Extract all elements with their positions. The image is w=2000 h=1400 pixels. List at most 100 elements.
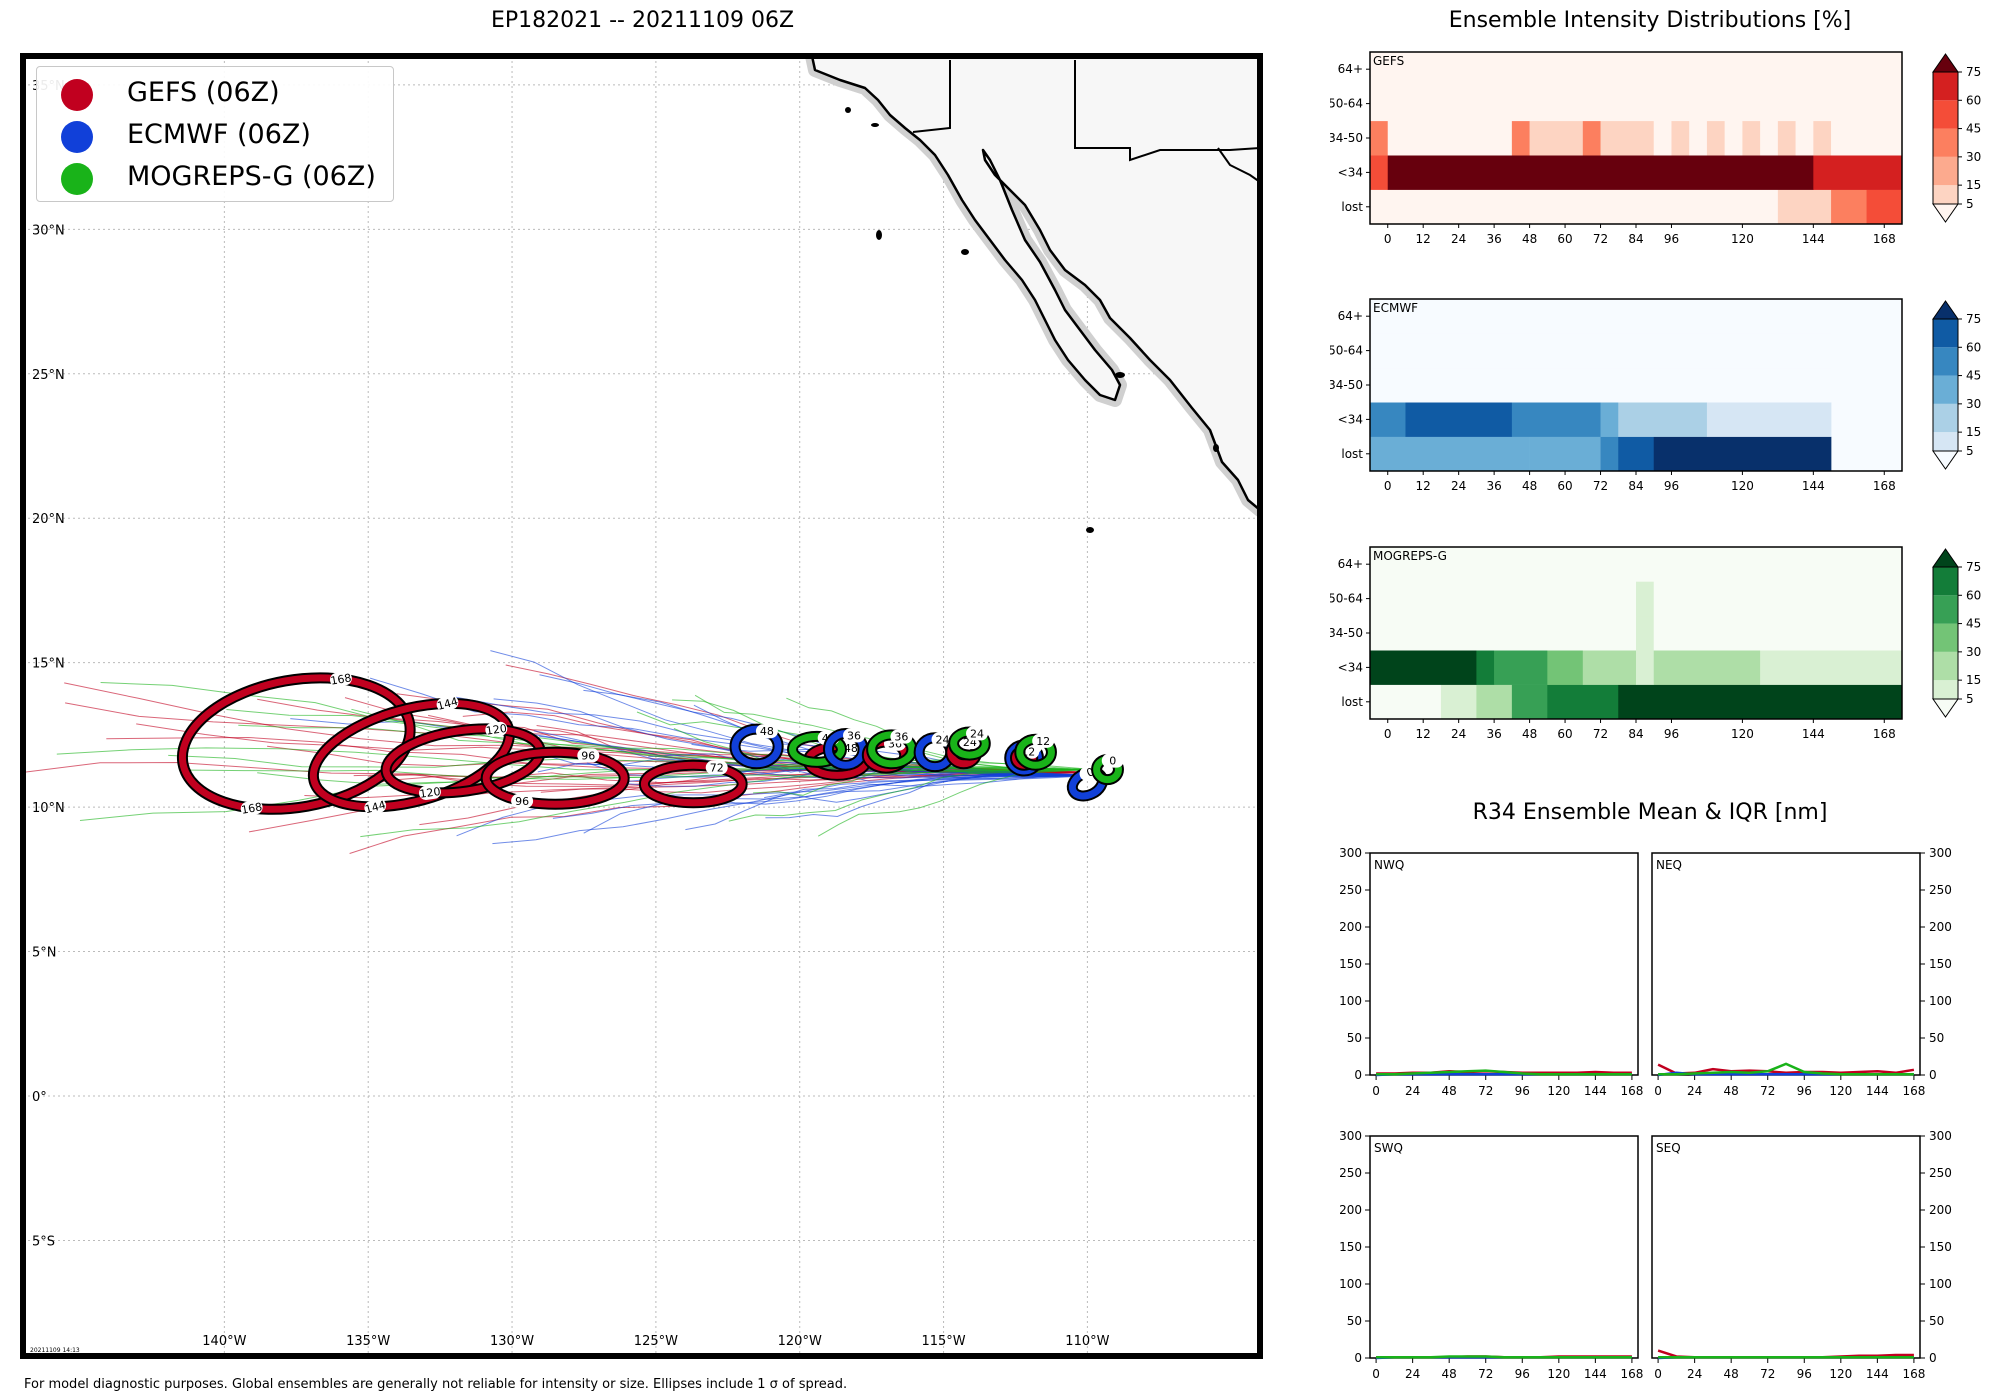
heatmap-title: ECMWF	[1373, 301, 1418, 315]
heatmap-cell	[1370, 299, 1832, 334]
ellipse-label-bg	[436, 695, 459, 712]
x-tick-label: 0	[1372, 1367, 1380, 1381]
heatmap-cell	[1777, 189, 1832, 225]
y-tick-label: 100	[1339, 994, 1362, 1008]
y-tick-label: 300	[1929, 1129, 1952, 1143]
heatmap-cell	[1636, 581, 1655, 617]
x-tick-label: 48	[1724, 1084, 1739, 1098]
x-tick-label: 72	[1478, 1084, 1493, 1098]
x-tick-label: 120	[1547, 1084, 1570, 1098]
y-tick-label: 0	[1929, 1351, 1937, 1365]
ellipse-label-bg	[240, 800, 263, 816]
heatmap-cell	[1547, 650, 1584, 685]
x-tick-label: 144	[1802, 232, 1825, 246]
x-tick-label: 0	[1372, 1084, 1380, 1098]
ellipse-mogreps-g: 36	[866, 729, 918, 770]
track-line	[178, 766, 1102, 780]
x-tick-label: 168	[1620, 1367, 1643, 1381]
x-tick-label: 120	[1731, 479, 1754, 493]
track-line	[168, 754, 1102, 772]
colorbar-segment	[1933, 375, 1958, 404]
y-tick-label: 150	[1929, 1240, 1952, 1254]
x-tick-label: 12	[1416, 479, 1431, 493]
colorbar-tick-label: 45	[1966, 369, 1981, 383]
x-tick-label: 48	[1442, 1367, 1457, 1381]
ellipse-label: 72	[710, 762, 724, 775]
lat-label: 15°N	[32, 657, 65, 672]
colorbar-tick-label: 15	[1966, 178, 1981, 192]
x-tick-label: 12	[1416, 727, 1431, 741]
coastline	[805, 56, 1260, 533]
heatmap-cell	[1653, 436, 1832, 472]
ellipse-label: 36	[847, 729, 861, 742]
heatmap-cell	[1476, 650, 1495, 685]
ellipse-label: 12	[1036, 735, 1050, 748]
heatmap-title: MOGREPS-G	[1373, 549, 1447, 563]
x-tick-label: 24	[1451, 479, 1466, 493]
x-tick-label: 168	[1902, 1367, 1925, 1381]
heatmap-ecmwf: ECMWF lost <34 34-50 50-64 64+ 0 12 24 36 48 60 72 84…	[1330, 298, 1981, 493]
x-tick-label: 36	[1486, 479, 1501, 493]
heatmap-cell	[1600, 120, 1655, 156]
heatmap-cell	[1582, 120, 1601, 156]
y-tick-label: 150	[1339, 1240, 1362, 1254]
colorbar-tick-label: 15	[1966, 673, 1981, 687]
y-tick-label: 0	[1354, 1351, 1362, 1365]
ellipse-label-bg	[577, 748, 600, 763]
heatmap-cell	[1724, 120, 1743, 156]
x-tick-label: 48	[1522, 479, 1537, 493]
x-tick-label: 168	[1902, 1084, 1925, 1098]
heatmap-cell	[1529, 436, 1601, 472]
y-tick-label: 200	[1339, 920, 1362, 934]
colorbar-extend-min	[1932, 203, 1959, 223]
x-tick-label: 72	[1593, 479, 1608, 493]
heatmap-cell	[1494, 650, 1548, 685]
ellipse-gefs: 72	[638, 759, 748, 809]
y-tick-label: 100	[1929, 1277, 1952, 1291]
ellipse-gefs: 96 96	[480, 746, 630, 810]
y-tick-label: 300	[1339, 846, 1362, 860]
x-tick-label: 48	[1522, 232, 1537, 246]
x-tick-label: 72	[1478, 1367, 1493, 1381]
legend-marker-mogreps	[61, 163, 93, 195]
heatmap-cell	[1600, 402, 1619, 437]
x-tick-label: 96	[1797, 1084, 1812, 1098]
y-tick-label: <34	[1338, 412, 1363, 426]
lon-label: 120°W	[778, 1334, 822, 1349]
y-tick-label: 250	[1929, 1166, 1952, 1180]
colorbar-extend-min	[1932, 698, 1959, 718]
colorbar-tick-label: 60	[1966, 93, 1981, 107]
heatmap-cell	[1813, 120, 1832, 156]
x-tick-label: 120	[1731, 232, 1754, 246]
r34-plot-seq: SEQ 0 50 100 150 200 250 300 0 24 48 72 96 120 144 168	[1651, 1129, 1952, 1381]
x-tick-label: 168	[1873, 727, 1896, 741]
track-line	[764, 774, 1102, 803]
colorbar-tick-label: 5	[1966, 197, 1974, 211]
y-tick-label: 50-64	[1330, 592, 1363, 606]
x-tick-label: 72	[1593, 727, 1608, 741]
ellipse-label: 0	[1084, 765, 1096, 780]
series-line-mogreps-g	[1376, 1355, 1632, 1359]
x-tick-label: 144	[1584, 1367, 1607, 1381]
x-tick-label: 168	[1873, 232, 1896, 246]
y-tick-label: 100	[1339, 1277, 1362, 1291]
heatmap-cell	[1636, 615, 1655, 651]
x-tick-label: 0	[1384, 232, 1392, 246]
x-tick-label: 0	[1654, 1367, 1662, 1381]
colorbar-tick-label: 5	[1966, 692, 1974, 706]
x-tick-label: 72	[1593, 232, 1608, 246]
ellipse-label-bg	[1101, 753, 1124, 768]
ellipse-label-bg	[843, 728, 866, 743]
x-tick-label: 96	[1664, 232, 1679, 246]
heatmap-cell	[1370, 367, 1832, 403]
footer-note: For model diagnostic purposes. Global en…	[24, 1377, 848, 1392]
colorbar-tick-label: 15	[1966, 425, 1981, 439]
x-tick-label: 24	[1687, 1084, 1702, 1098]
ellipse-mogreps-g: 12	[1014, 733, 1057, 771]
heatmap-cell	[1370, 684, 1442, 720]
y-tick-label: 150	[1339, 957, 1362, 971]
plot-frame	[1369, 1135, 1639, 1359]
lon-label: 110°W	[1065, 1334, 1109, 1349]
ellipse-gefs: 168 168	[176, 671, 416, 817]
